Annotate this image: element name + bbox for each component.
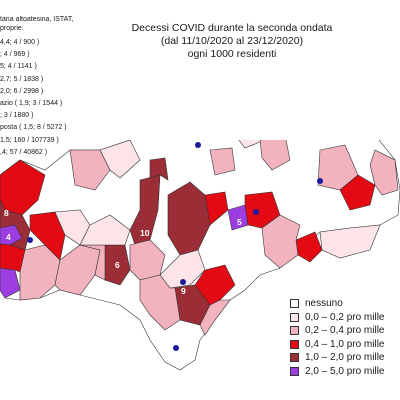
region-4-purple [0, 224, 23, 246]
region-pink-ne2 [369, 149, 399, 196]
map-label-9: 9 [181, 286, 186, 296]
stat-row: ,4; 57 / 40862 ) [0, 148, 48, 156]
region-red-mid [204, 191, 229, 226]
region-lightpink-north2 [238, 140, 266, 149]
region-lightpink-mid2 [79, 214, 131, 246]
source-and-stats: taria altoatesina, ISTAT, proprie. 4,4; … [0, 16, 80, 159]
stat-row: ; 4 / 969 ) [0, 51, 30, 59]
source-line-2: proprie. [0, 24, 24, 32]
legend-label: 0,4 – 1,0 pro mille [305, 338, 385, 350]
stat-row: 2,0; 6 / 2998 ) [0, 87, 44, 95]
region-pink-south [139, 274, 181, 331]
legend-row-20-50: 2,0 – 5,0 pro mille [290, 365, 385, 379]
region-pink-east [261, 214, 301, 269]
legend-row-02-04: 0,2 – 0,4 pro mille [290, 324, 385, 338]
legend-row-0-02: 0,0 – 0,2 pro mille [290, 311, 385, 325]
stat-row: 4,4; 4 / 900 ) [0, 39, 40, 46]
choropleth-map: 8 4 10 5 6 9 [0, 140, 400, 371]
legend-swatch [290, 312, 299, 322]
region-lightpink-north [99, 140, 141, 179]
legend-label: 2,0 – 5,0 pro mille [305, 365, 385, 377]
stat-row: posta ( 1,5; 8 / 5272 ) [0, 124, 67, 132]
region-pink-north3 [259, 140, 291, 171]
region-center-darkred [167, 181, 211, 256]
source-line-1: taria altoatesina, ISTAT, [0, 16, 74, 23]
region-red-ne [339, 174, 376, 211]
district-capital-dot [27, 237, 33, 243]
legend-swatch [290, 353, 299, 363]
legend-swatch [290, 326, 299, 336]
map-label-5: 5 [237, 217, 242, 227]
legend-label: 0,0 – 0,2 pro mille [305, 311, 385, 323]
legend-swatch [290, 366, 299, 376]
legend-row-nessuno: nessuno [290, 297, 385, 311]
district-capital-dot [173, 345, 179, 351]
district-capital-dot [253, 209, 259, 215]
map-title: Decessi COVID durante la seconda ondata … [82, 22, 382, 61]
map-label-6: 6 [115, 260, 120, 270]
region-pink-north [69, 149, 111, 191]
title-line-1: Decessi COVID durante la seconda ondata [131, 22, 333, 34]
legend-label: nessuno [305, 298, 343, 310]
map-label-4: 4 [6, 232, 11, 242]
region-lightpink-east [319, 224, 381, 259]
legend-label: 1,0 – 2,0 pro mille [305, 352, 385, 364]
stat-row: 1,5; 160 / 107739 ) [0, 136, 59, 144]
title-line-3: ogni 1000 residenti [187, 48, 277, 60]
legend-row-04-10: 0,4 – 1,0 pro mille [290, 338, 385, 352]
stat-row: 2,7; 5 / 1838 ) [0, 75, 44, 83]
region-pink-north4 [209, 147, 236, 176]
stat-row: ; 3 / 1880 ) [0, 112, 34, 120]
stat-row: azio ( 1,9; 3 / 1544 ) [0, 100, 63, 108]
legend: nessuno 0,0 – 0,2 pro mille 0,2 – 0,4 pr… [290, 297, 385, 378]
legend-row-10-20: 1,0 – 2,0 pro mille [290, 351, 385, 365]
region-darkred-north [149, 157, 169, 181]
legend-swatch [290, 339, 299, 349]
source-note: taria altoatesina, ISTAT, proprie. [0, 16, 80, 33]
legend-swatch [290, 299, 299, 309]
title-line-2: (dal 11/10/2020 al 23/12/2020) [160, 35, 304, 47]
map-label-10: 10 [140, 228, 150, 238]
region-pink-south2 [199, 299, 231, 336]
district-capital-dot [180, 279, 186, 285]
legend-label: 0,2 – 0,4 pro mille [305, 325, 385, 337]
map-label-8: 8 [4, 208, 9, 218]
district-capital-dot [317, 178, 323, 184]
district-capital-dot [195, 142, 201, 148]
stat-row: 5; 4 / 1141 ) [0, 63, 37, 71]
